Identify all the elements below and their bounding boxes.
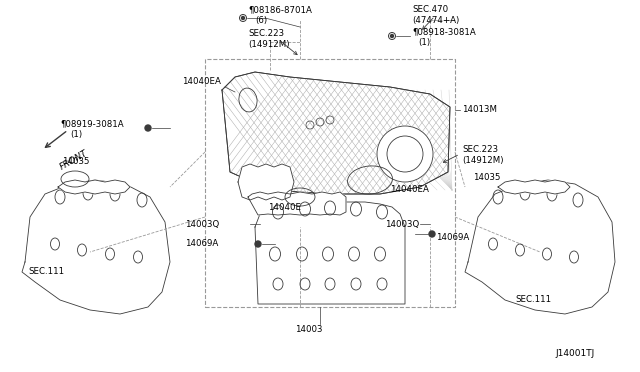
Text: SEC.223: SEC.223 — [248, 29, 284, 38]
Text: ¶08919-3081A: ¶08919-3081A — [60, 119, 124, 128]
Polygon shape — [58, 180, 130, 194]
Polygon shape — [238, 164, 294, 200]
Text: FRONT: FRONT — [58, 148, 89, 171]
Text: 14013M: 14013M — [462, 106, 497, 115]
Text: 14040EA: 14040EA — [390, 186, 429, 195]
Text: SEC.470: SEC.470 — [412, 6, 448, 15]
Text: SEC.111: SEC.111 — [515, 295, 551, 305]
Text: (47474+A): (47474+A) — [412, 16, 460, 25]
Circle shape — [239, 15, 246, 22]
Text: 14035: 14035 — [473, 173, 500, 182]
Text: 14069A: 14069A — [436, 232, 469, 241]
Polygon shape — [22, 180, 170, 314]
Circle shape — [390, 35, 394, 38]
PathPatch shape — [222, 72, 450, 194]
Text: (1): (1) — [70, 129, 82, 138]
Text: ¶08186-8701A: ¶08186-8701A — [248, 6, 312, 15]
Text: 14003: 14003 — [295, 326, 323, 334]
Circle shape — [429, 231, 435, 237]
Circle shape — [241, 16, 244, 19]
Text: 14040EA: 14040EA — [182, 77, 221, 87]
Circle shape — [255, 241, 261, 247]
Text: (6): (6) — [255, 16, 267, 25]
Polygon shape — [222, 72, 450, 194]
Text: 14069A: 14069A — [185, 240, 218, 248]
Text: ¶08918-3081A: ¶08918-3081A — [412, 28, 476, 36]
Text: (1): (1) — [418, 38, 430, 46]
Bar — [205, 59, 455, 307]
Text: 14035: 14035 — [62, 157, 90, 167]
Text: (14912M): (14912M) — [462, 155, 504, 164]
Polygon shape — [465, 180, 615, 314]
Circle shape — [377, 126, 433, 182]
Circle shape — [388, 32, 396, 39]
Text: (14912M): (14912M) — [248, 39, 289, 48]
Text: 14003Q: 14003Q — [385, 219, 419, 228]
Circle shape — [145, 125, 151, 131]
Text: 14003Q: 14003Q — [185, 219, 220, 228]
Polygon shape — [248, 192, 346, 215]
Polygon shape — [255, 202, 405, 304]
Text: 14040E: 14040E — [268, 202, 301, 212]
Text: J14001TJ: J14001TJ — [555, 350, 595, 359]
Text: SEC.111: SEC.111 — [28, 267, 64, 276]
Text: SEC.223: SEC.223 — [462, 145, 498, 154]
Polygon shape — [498, 180, 570, 194]
